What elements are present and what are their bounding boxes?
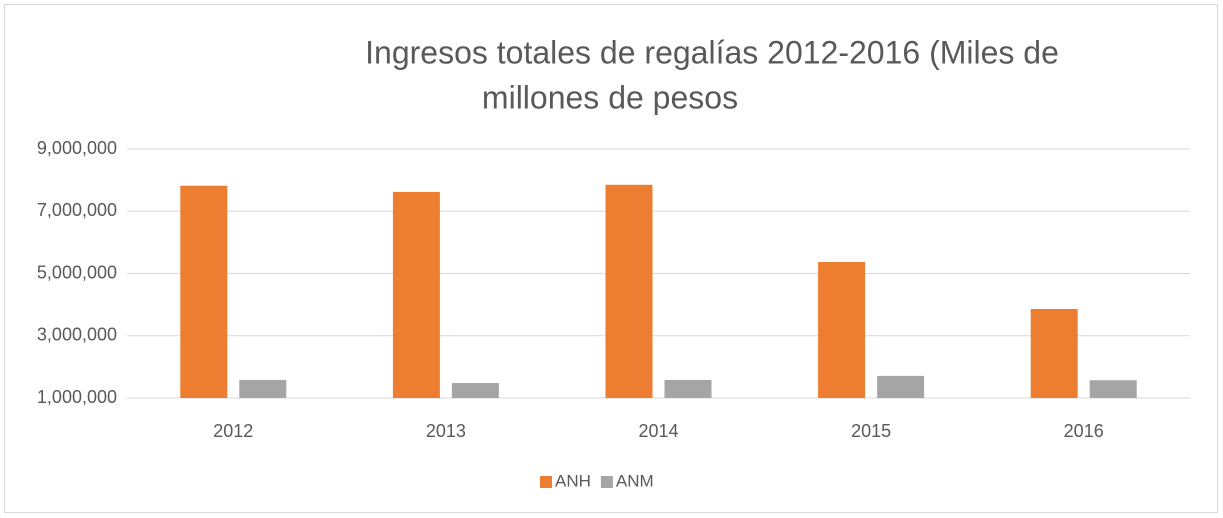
x-tick-label: 2014 [638, 421, 678, 441]
bar [605, 184, 653, 398]
y-tick-label: 5,000,000 [37, 262, 117, 282]
legend-label: ANH [555, 471, 591, 490]
bar [818, 261, 866, 398]
bar [239, 379, 287, 398]
x-tick-label: 2013 [426, 421, 466, 441]
bar [180, 185, 228, 398]
bar [1030, 308, 1078, 398]
bar [664, 379, 712, 398]
legend-swatch [600, 476, 613, 488]
x-tick-label: 2015 [851, 421, 891, 441]
legend-label: ANM [616, 471, 654, 490]
bar [451, 383, 499, 398]
chart-title: millones de pesos [482, 79, 738, 115]
legend-swatch [540, 476, 552, 488]
x-tick-label: 2012 [213, 421, 253, 441]
bar [1089, 380, 1137, 398]
y-tick-label: 9,000,000 [37, 138, 117, 158]
bar [877, 375, 925, 398]
y-tick-label: 1,000,000 [37, 387, 117, 407]
y-tick-label: 7,000,000 [37, 200, 117, 220]
x-tick-label: 2016 [1064, 421, 1104, 441]
bar [392, 191, 440, 398]
y-tick-label: 3,000,000 [37, 325, 117, 345]
chart-title: Ingresos totales de regalías 2012-2016 (… [365, 34, 1059, 70]
